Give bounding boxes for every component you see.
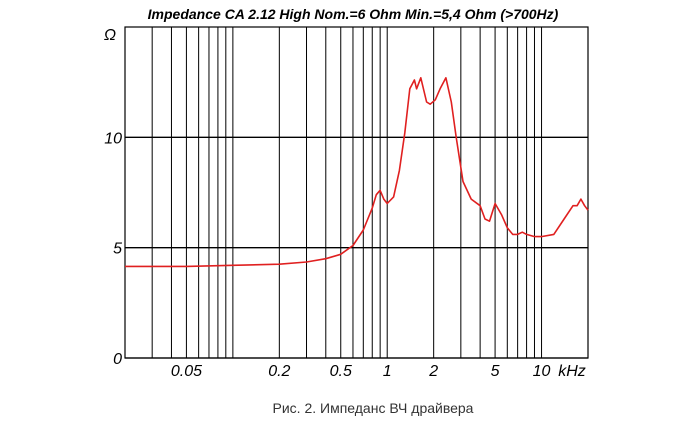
impedance-series-line <box>125 77 589 268</box>
y-axis-unit: Ω <box>104 27 116 44</box>
grid-minor <box>124 27 589 358</box>
x-tick-label: 10 <box>533 363 551 380</box>
x-tick-label: 1 <box>383 363 392 380</box>
plot-frame <box>124 26 589 359</box>
y-axis-ticks: 0 5 10 <box>104 130 122 368</box>
x-axis-ticks: 0.05 0.2 0.5 1 2 5 10 <box>171 363 551 380</box>
x-tick-label: 0.05 <box>171 363 202 380</box>
grid-major <box>125 136 588 359</box>
x-tick-label: 0.2 <box>268 363 290 380</box>
figure-caption: Рис. 2. Импеданс ВЧ драйвера <box>273 400 474 416</box>
y-tick-label: 10 <box>104 130 122 147</box>
y-tick-label: 5 <box>113 241 122 258</box>
x-tick-label: 0.5 <box>330 363 352 380</box>
y-tick-label: 0 <box>113 351 122 368</box>
x-axis-unit: kHz <box>558 363 586 380</box>
x-tick-label: 2 <box>428 363 438 380</box>
x-tick-label: 5 <box>491 363 500 380</box>
chart-title: Impedance CA 2.12 High Nom.=6 Ohm Min.=5… <box>148 6 559 22</box>
